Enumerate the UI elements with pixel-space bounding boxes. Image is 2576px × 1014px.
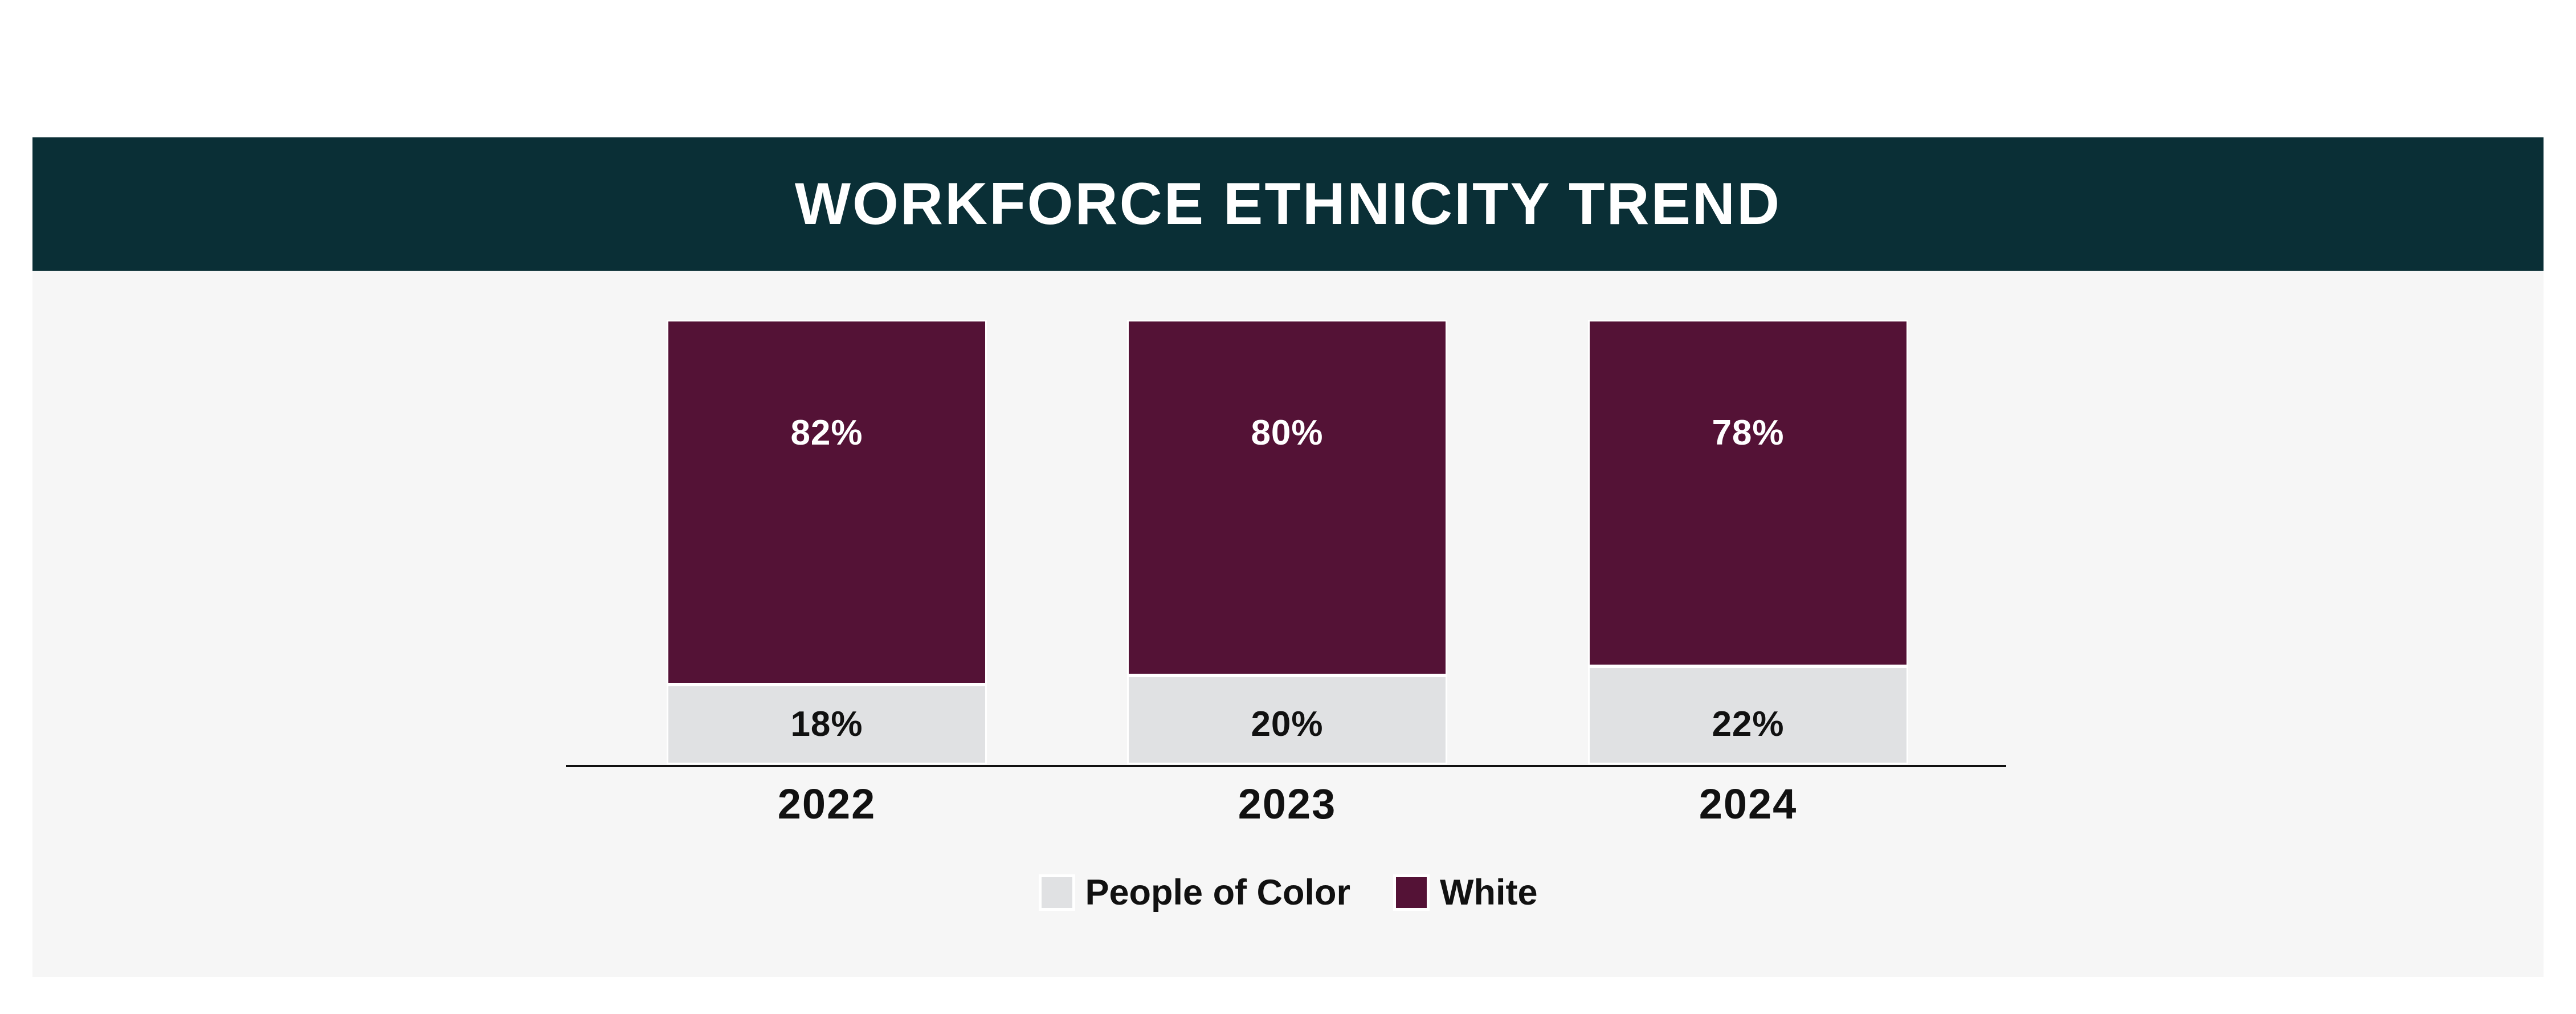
bar-segment-people-of-color-2022	[667, 685, 987, 764]
bar-segment-white-2023	[1127, 320, 1447, 675]
bar-segment-white-2024	[1588, 320, 1908, 666]
legend-label: White	[1440, 873, 1538, 913]
bar-segment-white-2022	[667, 320, 987, 685]
chart-legend: People of Color White	[1038, 872, 1538, 913]
plot-area: People of Color White 82% 18% 2022 80% 20% 202…	[32, 271, 2544, 977]
x-axis-line	[566, 765, 2006, 767]
data-label-white-2022: 82%	[790, 413, 863, 453]
legend-swatch-icon	[1038, 874, 1075, 911]
bar-segment-people-of-color-2024	[1588, 666, 1908, 764]
chart-body: People of Color White 82% 18% 2022 80% 20% 202…	[32, 271, 2544, 977]
data-label-white-2024: 78%	[1712, 413, 1785, 453]
bar-column-2024: 78% 22% 2024	[1588, 320, 1908, 828]
data-label-people-of-color-2023: 20%	[1251, 704, 1324, 744]
x-tick-label-2023: 2023	[1238, 780, 1337, 828]
bar-segment-people-of-color-2023	[1127, 675, 1447, 764]
data-label-people-of-color-2024: 22%	[1712, 704, 1785, 744]
bar-column-2022: 82% 18% 2022	[667, 320, 987, 828]
bar-column-2023: 80% 20% 2023	[1127, 320, 1447, 828]
x-tick-label-2022: 2022	[777, 780, 876, 828]
chart-card: WORKFORCE ETHNICITY TREND People of Colo…	[32, 137, 2544, 977]
data-label-white-2023: 80%	[1251, 413, 1324, 453]
x-tick-label-2024: 2024	[1699, 780, 1798, 828]
chart-header-bar: WORKFORCE ETHNICITY TREND	[32, 137, 2544, 271]
data-label-people-of-color-2022: 18%	[790, 704, 863, 744]
legend-label: People of Color	[1085, 873, 1351, 913]
legend-item-people-of-color: People of Color	[1038, 872, 1351, 913]
legend-swatch-icon	[1393, 874, 1430, 911]
chart-title: WORKFORCE ETHNICITY TREND	[794, 170, 1782, 237]
legend-item-white: White	[1393, 872, 1538, 913]
